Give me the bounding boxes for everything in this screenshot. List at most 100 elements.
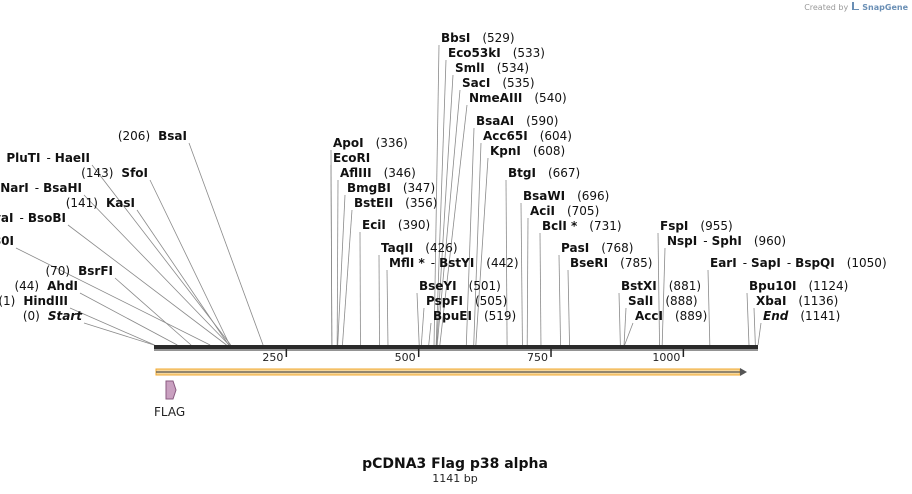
site-bpu10i[interactable]: Bpu10I (1124) <box>749 279 848 293</box>
site-bsteii[interactable]: BstEII (356) <box>354 196 437 210</box>
site-leader-lines <box>15 44 762 346</box>
site-name-eari: EarI <box>710 256 737 270</box>
site-end[interactable]: End (1141) <box>763 309 840 323</box>
site-name-sali: SalI <box>628 294 653 308</box>
site-bbsi[interactable]: BbsI (529) <box>441 31 515 45</box>
site-leader-pluti <box>91 164 232 346</box>
site-leader-acc65i <box>473 142 482 346</box>
site-bmgbi[interactable]: BmgBI (347) <box>347 181 435 195</box>
site-bcli[interactable]: BclI * (731) <box>542 219 622 233</box>
site-number-bmgbi: (347) <box>403 181 435 195</box>
site-fspi[interactable]: FspI (955) <box>660 219 733 233</box>
site-number-bsawi: (696) <box>577 189 609 203</box>
site-labels: (0) Start (1) HindIII(44) AhdI(70) BsrFI (106)… <box>0 31 887 323</box>
site-name-pluti: PluTI <box>6 151 40 165</box>
site-bseyi[interactable]: BseYI (501) <box>419 279 501 293</box>
site-nspi[interactable]: NspI - SphI (960) <box>667 234 786 248</box>
site-name-xbai: XbaI <box>756 294 786 308</box>
site-acc65i[interactable]: Acc65I (604) <box>483 129 572 143</box>
site-bsai[interactable]: (206) BsaI <box>118 129 187 143</box>
site-afliii[interactable]: AflIII (346) <box>340 166 416 180</box>
dna-backbone[interactable] <box>154 345 758 349</box>
site-leader-bsteii <box>342 209 353 346</box>
svg-text:BpuEI(519): BpuEI (519) <box>433 309 516 323</box>
svg-text:Eco53kI(533): Eco53kI (533) <box>448 46 545 60</box>
svg-text:BsaWI(696): BsaWI (696) <box>523 189 609 203</box>
site-number-bsai: (206) <box>118 129 150 143</box>
site-ahdi[interactable]: (44) AhdI <box>14 279 78 293</box>
site-number-xbai: (1136) <box>798 294 838 308</box>
site-name2-baegi: Bme1580I <box>0 234 14 248</box>
site-smli[interactable]: SmlI (534) <box>455 61 529 75</box>
site-ecii[interactable]: EciI (390) <box>362 218 430 232</box>
site-sep-pluti: - <box>46 151 50 165</box>
site-pasi[interactable]: PasI (768) <box>561 241 633 255</box>
site-taqii[interactable]: TaqII (426) <box>381 241 458 255</box>
site-kpni[interactable]: KpnI (608) <box>490 144 565 158</box>
site-number-smli: (534) <box>497 61 529 75</box>
site-name-kasi: KasI <box>106 196 135 210</box>
site-saci[interactable]: SacI (535) <box>462 76 535 90</box>
site-bsrfi[interactable]: (70) BsrFI <box>45 264 113 278</box>
site-name-sfoi: SfoI <box>121 166 148 180</box>
site-number-acci: (889) <box>675 309 707 323</box>
site-acii[interactable]: AciI (705) <box>530 204 599 218</box>
site-apoi[interactable]: ApoI (336) <box>333 136 408 150</box>
site-name-btgi: BtgI <box>508 166 536 180</box>
site-number-apoi: (336) <box>376 136 408 150</box>
svg-text:AflIII(346): AflIII (346) <box>340 166 416 180</box>
site-sfoi[interactable]: (143) SfoI <box>81 166 148 180</box>
site-eari[interactable]: EarI - SapI - BspQI (1050) <box>710 256 887 270</box>
site-mfli[interactable]: MflI * - BstYI (442) <box>389 256 519 270</box>
site-leader-sfoi <box>149 179 231 346</box>
site-sali[interactable]: SalI (888) <box>628 294 698 308</box>
site-number-bsteii: (356) <box>405 196 437 210</box>
site-number-pspfi: (505) <box>475 294 507 308</box>
svg-text:(143)SfoI: (143) SfoI <box>81 166 148 180</box>
site-xbai[interactable]: XbaI (1136) <box>756 294 838 308</box>
site-name-ecori: EcoRI <box>333 151 370 165</box>
site-pluti[interactable]: (145)PluTI-HaeII <box>0 151 90 165</box>
site-number-btgi: (667) <box>548 166 580 180</box>
site-name-acc65i: Acc65I <box>483 129 528 143</box>
site-name-mfli: MflI * <box>389 256 425 270</box>
site-leader-end <box>757 322 762 346</box>
flag-feature-label: FLAG <box>154 405 185 419</box>
site-start[interactable]: (0) Start <box>23 309 83 323</box>
site-bpuei[interactable]: BpuEI (519) <box>433 309 516 323</box>
site-nmeaiii[interactable]: NmeAIII (540) <box>469 91 567 105</box>
site-number-bseyi: (501) <box>469 279 501 293</box>
site-baegi[interactable]: (106)BaeGI-Bme1580I <box>0 234 14 248</box>
site-eco53ki[interactable]: Eco53kI (533) <box>448 46 545 60</box>
site-number-bstxi: (881) <box>669 279 701 293</box>
site-leader-bstxi <box>618 292 621 346</box>
site-nari[interactable]: (142)NarI-BsaHI <box>0 181 82 195</box>
svg-text:BclI *(731): BclI * (731) <box>542 219 622 233</box>
site-acci[interactable]: AccI (889) <box>635 309 707 323</box>
site-kasi[interactable]: (141) KasI <box>66 196 135 210</box>
site-leader-afliii <box>336 179 339 346</box>
svg-text:(44)AhdI: (44) AhdI <box>14 279 78 293</box>
site-hindiii[interactable]: (1) HindIII <box>0 294 68 308</box>
flag-feature[interactable] <box>165 380 177 400</box>
site-ecori[interactable]: EcoRI <box>333 151 370 165</box>
orf-arrow[interactable] <box>155 368 747 376</box>
site-btgi[interactable]: BtgI (667) <box>508 166 580 180</box>
site-name2-mfli: BstYI <box>439 256 474 270</box>
site-leader-nspi <box>661 247 666 346</box>
site-bsawi[interactable]: BsaWI (696) <box>523 189 609 203</box>
site-name3-eari: BspQI <box>795 256 835 270</box>
site-number-start: (0) <box>23 309 40 323</box>
site-bstxi[interactable]: BstXI (881) <box>621 279 701 293</box>
site-avai[interactable]: (137)AvaI-BsoBI <box>0 211 66 225</box>
site-leader-hindiii <box>69 307 155 346</box>
site-pspfi[interactable]: PspFI (505) <box>426 294 507 308</box>
site-leader-xbai <box>753 307 756 346</box>
site-bsaai[interactable]: BsaAI (590) <box>476 114 558 128</box>
site-bseri[interactable]: BseRI (785) <box>570 256 652 270</box>
svg-text:(206)BsaI: (206) BsaI <box>118 129 187 143</box>
site-number-end: (1141) <box>800 309 840 323</box>
svg-text:EarI-SapI-BspQI(1050): EarI - SapI - BspQI (1050) <box>710 256 887 270</box>
svg-text:NspI-SphI(960): NspI - SphI (960) <box>667 234 786 248</box>
